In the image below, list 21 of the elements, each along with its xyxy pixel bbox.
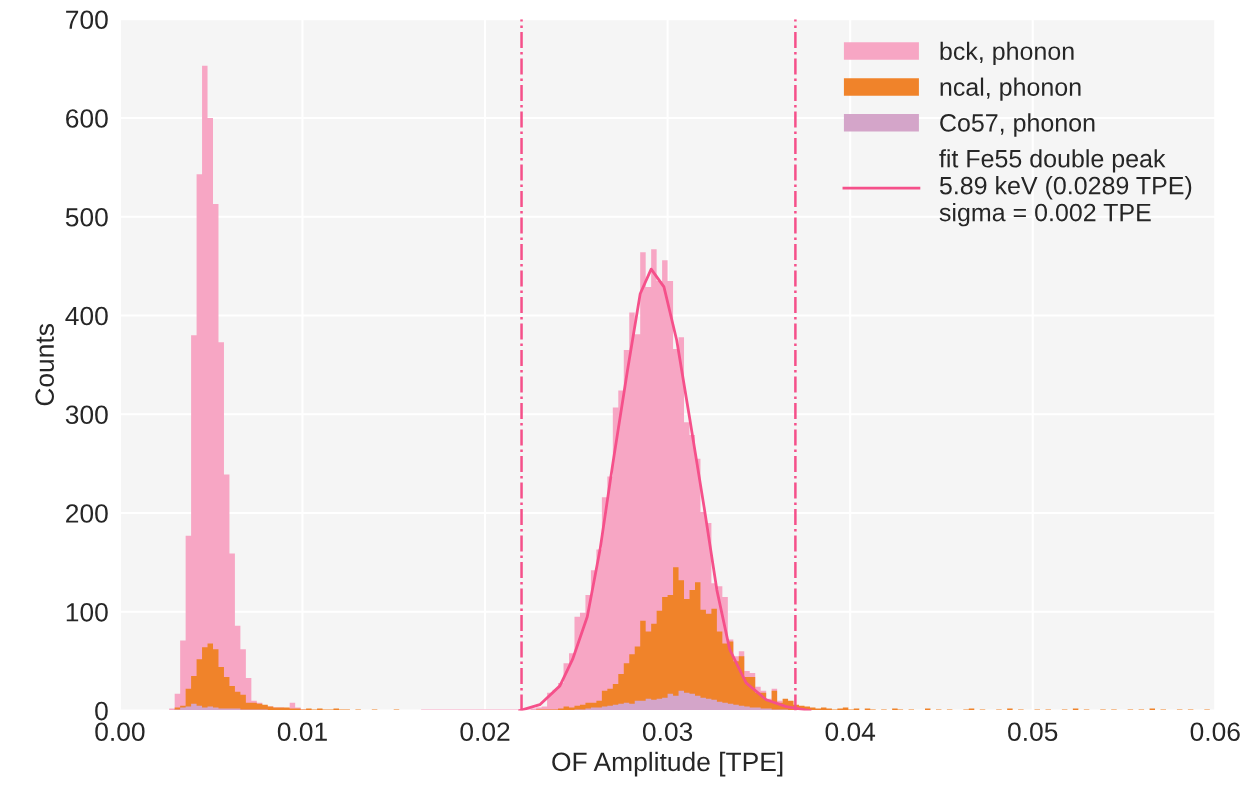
x-axis-title: OF Amplitude [TPE] <box>552 751 783 777</box>
y-tick-label: 400 <box>65 306 108 326</box>
legend-label: Co57, phonon <box>940 113 1095 137</box>
y-tick-label: 200 <box>66 504 108 523</box>
x-tick-label: 0.05 <box>1008 722 1058 742</box>
y-tick-label: 300 <box>65 405 108 425</box>
y-tick-label: 500 <box>65 207 108 227</box>
y-tick-label: 0 <box>95 701 108 721</box>
y-tick-label: 600 <box>66 109 108 128</box>
x-tick-label: 0.04 <box>825 722 876 742</box>
legend-label: ncal, phonon <box>940 77 1081 101</box>
x-tick-label: 0.02 <box>460 722 510 742</box>
legend-label: fit Fe55 double peak 5.89 keV (0.0289 TPE) sigma = 0.002 TPE <box>939 149 1192 227</box>
x-tick-label: 0.06 <box>1190 722 1240 742</box>
legend-label: bck, phonon <box>940 41 1074 66</box>
x-tick-label: 0.00 <box>95 722 145 742</box>
x-tick-label: 0.01 <box>277 722 327 742</box>
y-tick-label: 100 <box>66 602 108 622</box>
y-axis-title: Counts <box>35 324 54 406</box>
y-tick-label: 700 <box>66 10 108 30</box>
x-tick-label: 0.03 <box>642 722 693 742</box>
